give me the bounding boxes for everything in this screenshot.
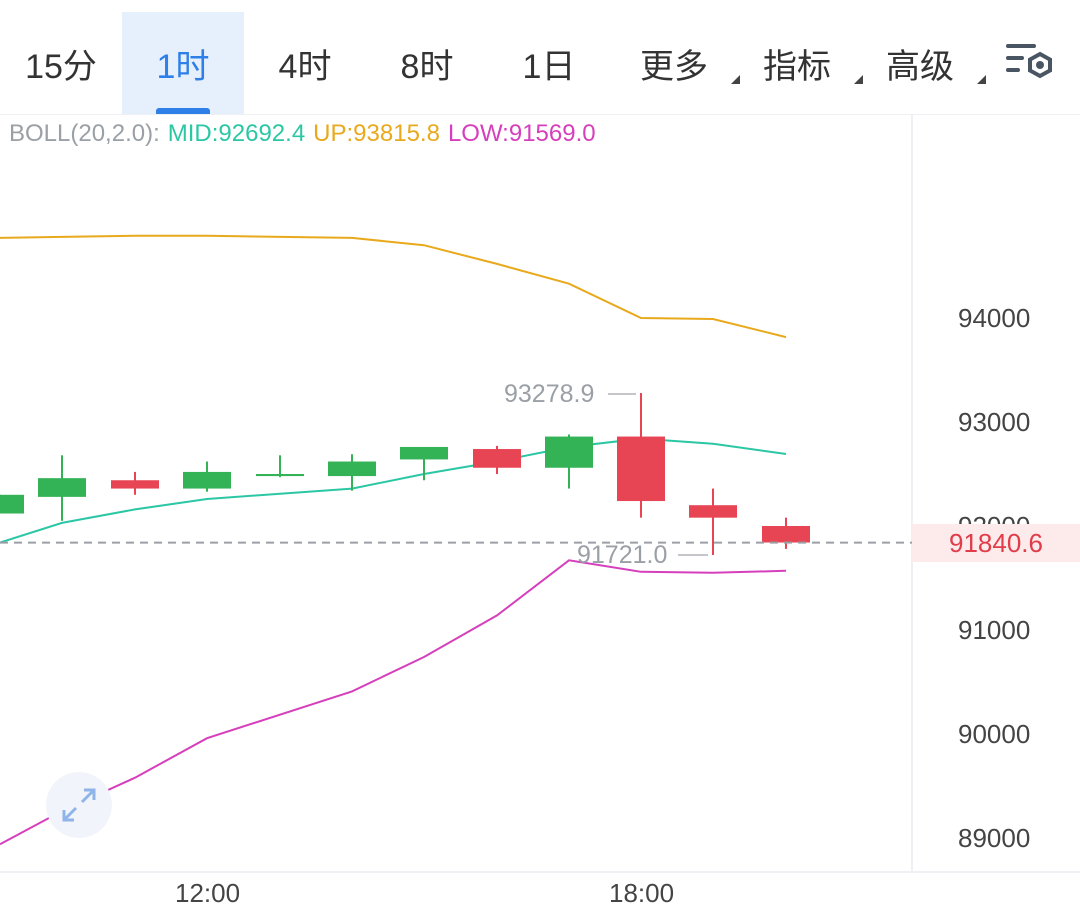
caret-down-icon	[731, 75, 740, 84]
candle-body	[473, 449, 521, 468]
expand-icon	[62, 788, 96, 822]
boll-up: UP:93815.8	[313, 120, 440, 147]
candle-body	[183, 471, 231, 489]
price-tick-label: 94000	[958, 303, 1031, 333]
candle-body	[689, 505, 737, 518]
price-tick-label: 91000	[958, 615, 1031, 645]
chart-area[interactable]: BOLL(20,2.0): MID:92692.4 UP:93815.8 LOW:91…	[0, 115, 1080, 908]
candle-body	[256, 474, 304, 477]
boll-mid: MID:92692.4	[167, 120, 306, 147]
boll-legend: BOLL(20,2.0): MID:92692.4 UP:93815.8 LOW:91…	[9, 120, 604, 148]
candle-body	[762, 526, 810, 543]
tab-indicators[interactable]: 指标	[745, 12, 863, 114]
boll-up-line	[0, 234, 787, 339]
tab-advanced[interactable]: 高级	[868, 12, 986, 114]
boll-mid-line	[0, 437, 787, 544]
time-tick-label: 12:00	[175, 878, 241, 908]
time-tick-label: 18:00	[609, 878, 675, 908]
candle-body	[617, 436, 665, 502]
tab-1d[interactable]: 1日	[522, 47, 576, 86]
candle-body	[0, 494, 24, 514]
tab-8h[interactable]: 8时	[400, 47, 454, 86]
boll-low: LOW:91569.0	[447, 120, 596, 147]
caret-down-icon	[854, 75, 863, 84]
candle-body	[111, 480, 159, 489]
boll-low-line	[0, 559, 787, 846]
boll-name: BOLL(20,2.0):	[9, 120, 160, 147]
price-tick-label: 93000	[958, 407, 1031, 437]
low-price-label: 91721.0	[577, 541, 668, 569]
chart-settings-button[interactable]	[1004, 40, 1056, 84]
tab-15min[interactable]: 15分	[25, 47, 97, 86]
candle-body	[38, 478, 86, 497]
candlestick-chart[interactable]	[0, 115, 1080, 907]
chart-settings-icon	[1006, 44, 1052, 79]
high-price-label: 93278.9	[504, 380, 595, 408]
candle-body	[328, 461, 376, 477]
tab-more[interactable]: 更多	[622, 12, 740, 114]
active-tab-indicator	[156, 108, 210, 114]
tab-indicators-label: 指标	[763, 47, 831, 86]
caret-down-icon	[977, 75, 986, 84]
tab-advanced-label: 高级	[886, 47, 954, 86]
tab-1h[interactable]: 1时	[122, 12, 244, 114]
tab-more-label: 更多	[640, 47, 708, 86]
candle-body	[400, 446, 448, 460]
price-tick-label: 90000	[958, 719, 1031, 749]
candle-body	[545, 436, 593, 468]
expand-chart-button[interactable]	[46, 772, 112, 838]
tab-4h[interactable]: 4时	[278, 47, 332, 86]
price-tick-label: 89000	[958, 823, 1031, 853]
last-price-tag: 91840.6	[912, 524, 1080, 562]
tab-1h-label: 1时	[156, 47, 210, 86]
timeframe-tabbar: 15分 1时 4时 8时 1日 更多 指标 高级	[0, 0, 1080, 115]
